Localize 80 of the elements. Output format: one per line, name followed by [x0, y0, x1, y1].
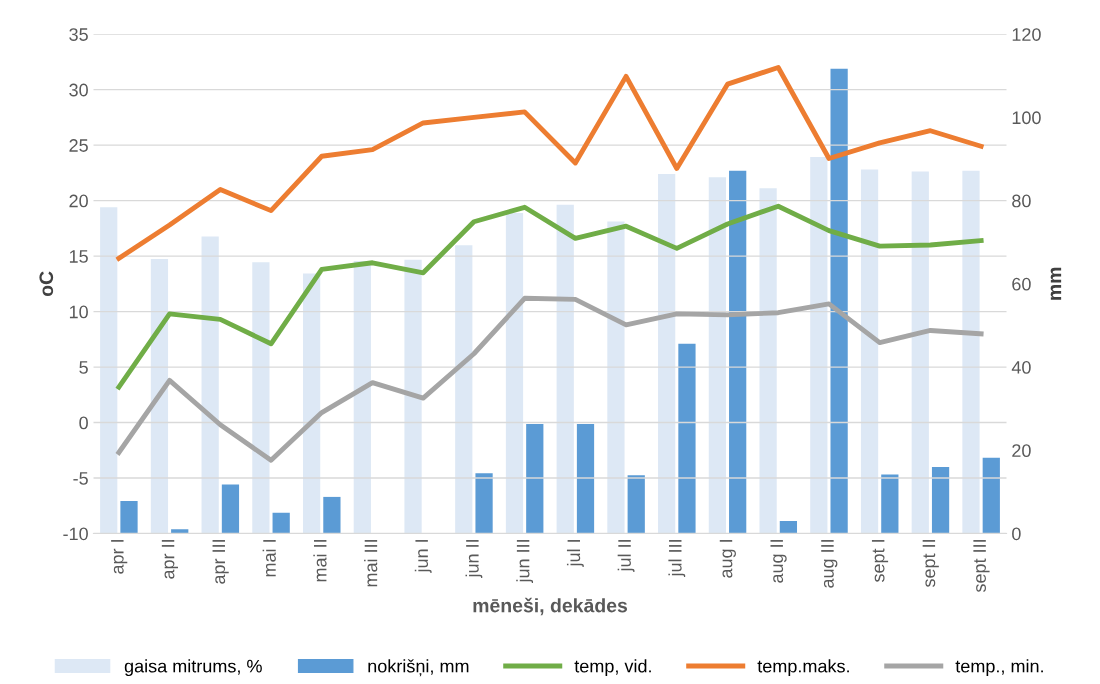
y2-axis-title: mm: [1050, 267, 1062, 300]
y2-tick-label: 100: [1012, 111, 1041, 125]
y-tick-label: 30: [69, 83, 88, 97]
line-series: [116, 295, 984, 463]
bar: [302, 273, 321, 534]
y2-tick-label: 80: [1012, 194, 1031, 208]
y2-tick-label: 40: [1011, 361, 1031, 374]
bar: [556, 204, 574, 534]
bar: [810, 156, 828, 534]
x-tick-label: aug I: [719, 540, 736, 578]
bar: [171, 529, 189, 534]
x-tick-label: sept II: [922, 540, 939, 588]
y2-tick-label: 20: [1012, 444, 1031, 458]
x-tick-label: jun I: [414, 540, 432, 573]
legend-label: temp, vid.: [574, 659, 651, 677]
y2-tick-label: 60: [1012, 277, 1031, 291]
bar: [830, 68, 848, 534]
x-tick-label: apr III: [212, 540, 229, 584]
bar: [962, 170, 980, 534]
line-series: [116, 203, 984, 390]
x-tick-label: jun III: [516, 540, 534, 583]
bar: [526, 424, 544, 534]
bar: [505, 213, 524, 534]
bar: [353, 260, 371, 534]
bar: [931, 466, 950, 534]
bar: [607, 221, 625, 534]
y-tick-label: -5: [73, 472, 88, 485]
bar: [627, 475, 645, 534]
bar: [100, 207, 118, 534]
x-tick-label: jul II: [617, 540, 635, 572]
legend-label: temp., min.: [955, 659, 1043, 677]
bar: [221, 484, 240, 534]
x-tick-label: jul III: [668, 540, 686, 577]
bar: [201, 236, 219, 534]
bar: [272, 512, 290, 534]
y2-tick-label: 0: [1012, 527, 1021, 541]
bar: [881, 474, 899, 534]
x-tick-label: apr II: [161, 540, 178, 579]
bar: [982, 457, 1000, 534]
y-axis-title: oC: [39, 271, 54, 297]
bar: [779, 521, 798, 534]
legend-label: temp.maks.: [757, 659, 849, 677]
y-tick-label: 35: [69, 28, 88, 41]
x-tick-label: apr I: [111, 540, 128, 574]
y2-tick-label: 120: [1012, 28, 1041, 41]
bar: [729, 170, 747, 534]
bar: [455, 245, 473, 534]
x-tick-label: mai II: [313, 540, 327, 582]
y-tick-label: 5: [79, 361, 88, 374]
x-tick-label: aug II: [770, 540, 787, 583]
bar: [860, 169, 879, 534]
x-axis-title: mēneši, dekādes: [473, 597, 628, 616]
x-tick-label: jun II: [465, 540, 483, 578]
bar: [576, 424, 595, 534]
bar: [759, 188, 777, 534]
y-tick-label: 15: [69, 250, 88, 263]
y-tick-label: 25: [69, 139, 88, 152]
bar: [252, 262, 270, 534]
y-tick-label: -10: [63, 527, 88, 541]
legend-label: gaisa mitrums, %: [124, 659, 262, 677]
bar: [708, 177, 727, 534]
y-tick-label: 0: [79, 416, 88, 430]
bar: [658, 174, 676, 534]
y-tick-label: 20: [69, 194, 88, 208]
bar: [475, 473, 493, 534]
x-tick-label: mai III: [364, 540, 378, 587]
x-tick-label: sept III: [973, 540, 990, 593]
bar: [404, 259, 422, 534]
x-tick-label: jul I: [566, 540, 584, 567]
x-tick-label: sept I: [871, 540, 889, 583]
x-tick-label: aug III: [821, 540, 838, 588]
y-tick-label: 10: [69, 305, 88, 319]
bar: [150, 258, 169, 534]
x-tick-label: mai I: [262, 540, 276, 577]
bar: [678, 343, 696, 534]
legend-label: nokrišņi, mm: [368, 659, 469, 677]
bar: [323, 496, 341, 534]
line-series: [116, 65, 984, 261]
bar: [911, 171, 929, 534]
bar: [120, 501, 138, 534]
